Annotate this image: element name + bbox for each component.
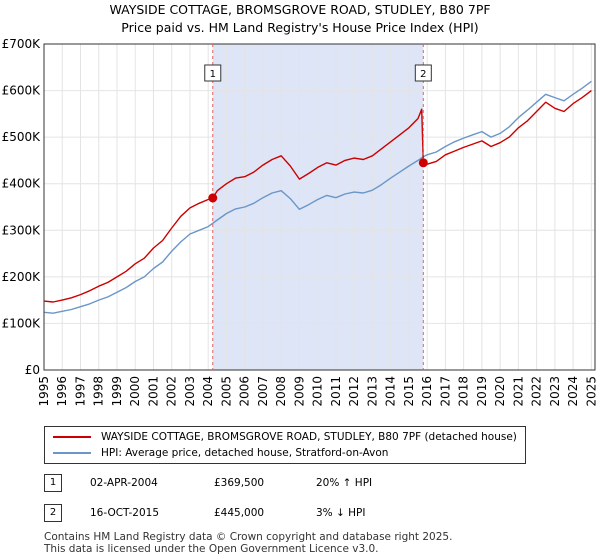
axes: £0 £100K £200K £300K £400K £500K £600K £700K 199… — [2, 37, 599, 407]
transaction-number: 1 — [44, 474, 62, 492]
series-group — [43, 80, 592, 314]
y-tick-label: £700K — [2, 37, 42, 51]
x-tick-label: 2006 — [238, 376, 252, 407]
x-tick-label: 2004 — [201, 376, 215, 407]
x-tick-label: 2008 — [274, 376, 288, 407]
x-tick-label: 2021 — [511, 376, 525, 407]
x-tick-label: 2011 — [329, 376, 343, 407]
x-tick-label: 2025 — [584, 376, 598, 407]
plot-frame — [43, 43, 596, 371]
x-tick-label: 2013 — [365, 376, 379, 407]
transaction-hpi: 20% ↑ HPI — [316, 477, 373, 489]
legend-label-property: WAYSIDE COTTAGE, BROMSGROVE ROAD, STUDLE… — [101, 431, 517, 443]
y-tick-label: £500K — [2, 130, 42, 144]
sale-marker-label: 2 — [420, 69, 426, 80]
x-tick-label: 2022 — [530, 376, 544, 407]
transaction-date: 16-OCT-2015 — [90, 507, 159, 519]
sale-marker-box — [414, 64, 432, 82]
x-tick-label: 2023 — [548, 376, 562, 407]
legend-label-hpi: HPI: Average price, detached house, Stra… — [101, 447, 389, 459]
y-tick-label: £600K — [2, 84, 42, 98]
x-tick-label: 2015 — [402, 376, 416, 407]
x-tick-label: 2012 — [347, 376, 361, 407]
x-tick-label: 2002 — [165, 376, 179, 407]
x-tick-label: 2020 — [493, 376, 507, 407]
footer-copyright: Contains HM Land Registry data © Crown c… — [44, 531, 453, 543]
chart-subtitle: Price paid vs. HM Land Registry's House … — [121, 20, 479, 35]
legend: WAYSIDE COTTAGE, BROMSGROVE ROAD, STUDLE… — [44, 426, 526, 464]
x-tick-label: 2005 — [219, 376, 233, 407]
chart-title: WAYSIDE COTTAGE, BROMSGROVE ROAD, STUDLE… — [109, 2, 491, 17]
sale-point — [208, 193, 218, 203]
x-tick-label: 2009 — [292, 376, 306, 407]
legend-swatch-hpi — [53, 452, 91, 454]
transaction-date: 02-APR-2004 — [90, 477, 158, 489]
series-line-hpi — [43, 80, 592, 314]
sale-marker-box — [204, 64, 222, 82]
legend-swatch-property — [53, 436, 91, 438]
sale-point — [418, 158, 428, 168]
x-tick-label: 2010 — [311, 376, 325, 407]
x-tick-label: 2014 — [384, 376, 398, 407]
footer-license: This data is licensed under the Open Gov… — [44, 543, 379, 555]
x-tick-label: 2019 — [475, 376, 489, 407]
x-tick-label: 2018 — [457, 376, 471, 407]
grid — [43, 43, 595, 371]
x-tick-label: 2016 — [420, 376, 434, 407]
series-line-property — [43, 90, 592, 303]
y-tick-label: £300K — [2, 223, 42, 237]
sale-marker-label: 1 — [210, 69, 216, 80]
y-tick-label: £0 — [25, 363, 40, 377]
x-tick-label: 1995 — [37, 376, 51, 407]
x-tick-label: 2017 — [438, 376, 452, 407]
x-tick-label: 2007 — [256, 376, 270, 407]
y-tick-label: £200K — [2, 270, 42, 284]
x-tick-label: 1996 — [55, 376, 69, 407]
transaction-price: £369,500 — [214, 477, 265, 489]
x-tick-label: 1998 — [92, 376, 106, 407]
price-chart: £0 £100K £200K £300K £400K £500K £600K £700K 199… — [2, 37, 599, 407]
x-tick-label: 2000 — [128, 376, 142, 407]
x-tick-label: 1997 — [73, 376, 87, 407]
x-tick-label: 1999 — [110, 376, 124, 407]
x-tick-label: 2001 — [146, 376, 160, 407]
x-tick-label: 2024 — [566, 376, 580, 407]
y-tick-label: £400K — [2, 177, 42, 191]
transaction-number: 2 — [44, 504, 62, 522]
y-tick-label: £100K — [2, 316, 42, 330]
transaction-hpi: 3% ↓ HPI — [316, 507, 366, 519]
x-tick-label: 2003 — [183, 376, 197, 407]
transaction-price: £445,000 — [214, 507, 265, 519]
